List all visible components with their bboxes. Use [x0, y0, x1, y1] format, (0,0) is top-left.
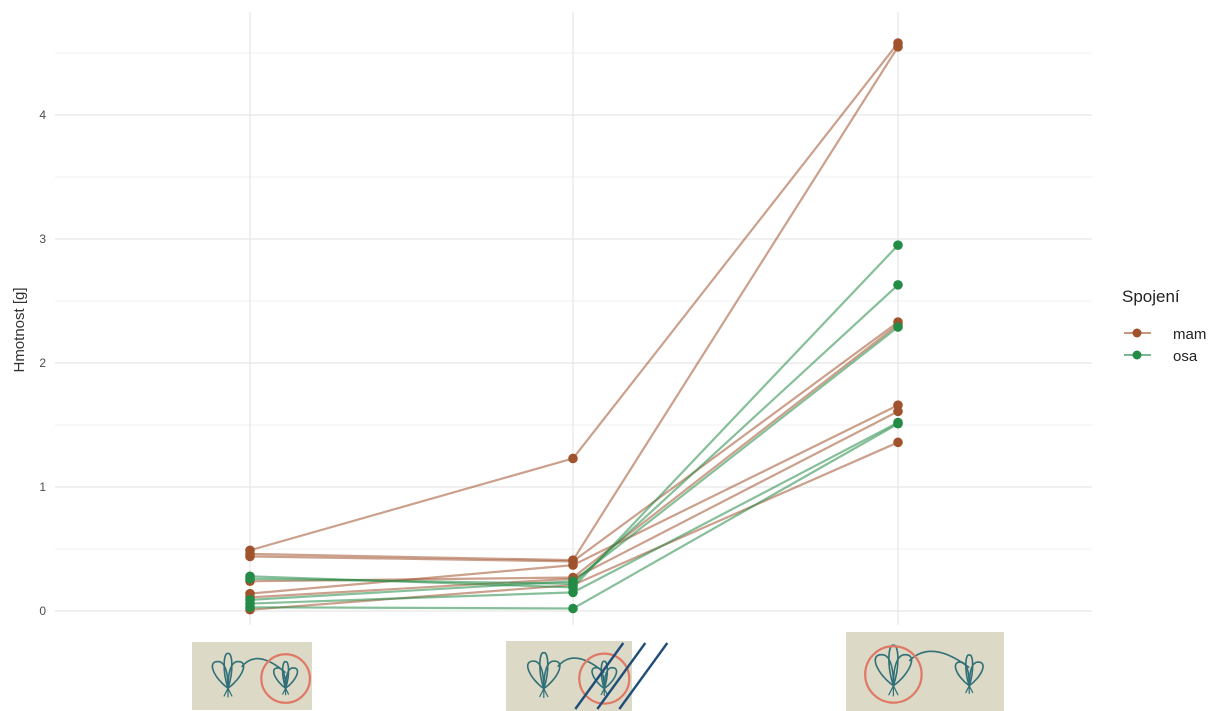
series-line-osa: [249, 284, 899, 585]
treatment-1-image: [192, 642, 312, 710]
highlight-circle: [578, 652, 631, 705]
legend-key-point-mam: [1132, 328, 1142, 338]
y-tick-label: 1: [39, 480, 46, 494]
x-axis-images: [192, 632, 1004, 711]
strike-line: [596, 642, 647, 710]
data-point-mam: [568, 560, 578, 570]
series-points: [245, 38, 903, 615]
legend-entry-osa: osa: [1124, 348, 1198, 365]
data-point-osa: [568, 576, 578, 587]
series-line-osa: [249, 244, 899, 589]
grid-major: [55, 12, 1092, 625]
data-point-mam: [245, 551, 255, 562]
data-point-mam: [893, 42, 903, 52]
data-point-osa: [893, 418, 903, 429]
highlight-circle: [864, 645, 923, 704]
data-point-osa: [245, 573, 255, 584]
y-tick-label: 0: [39, 604, 46, 618]
legend-key-point-osa: [1132, 350, 1142, 360]
data-point-osa: [893, 240, 903, 250]
legend-label-osa: osa: [1173, 348, 1198, 365]
treatment-3-image: [846, 632, 1004, 711]
data-point-osa: [568, 603, 578, 614]
y-tick-label: 2: [39, 356, 46, 370]
legend-entry-mam: mam: [1124, 326, 1206, 343]
y-axis-tick-labels: 0 1 2 3 4: [39, 108, 46, 618]
legend-label-mam: mam: [1173, 326, 1206, 343]
highlight-circle: [260, 653, 311, 704]
y-tick-label: 3: [39, 232, 46, 246]
data-point-osa: [568, 587, 578, 598]
data-point-osa: [893, 322, 903, 332]
series-line-mam: [249, 46, 899, 562]
data-point-osa: [245, 602, 255, 613]
legend: Spojení mam osa: [1122, 287, 1206, 365]
series-lines: [249, 42, 899, 611]
series-line-mam: [249, 321, 899, 563]
data-point-mam: [568, 453, 578, 464]
treatment-2-image: [506, 641, 669, 711]
data-point-mam: [893, 437, 903, 448]
data-point-mam: [893, 406, 903, 417]
y-axis-title: Hmotnost [g]: [11, 287, 28, 372]
y-tick-label: 4: [39, 108, 46, 122]
legend-title: Spojení: [1122, 287, 1180, 306]
data-point-osa: [893, 280, 903, 290]
strike-line: [618, 642, 669, 710]
strike-line: [574, 642, 625, 710]
